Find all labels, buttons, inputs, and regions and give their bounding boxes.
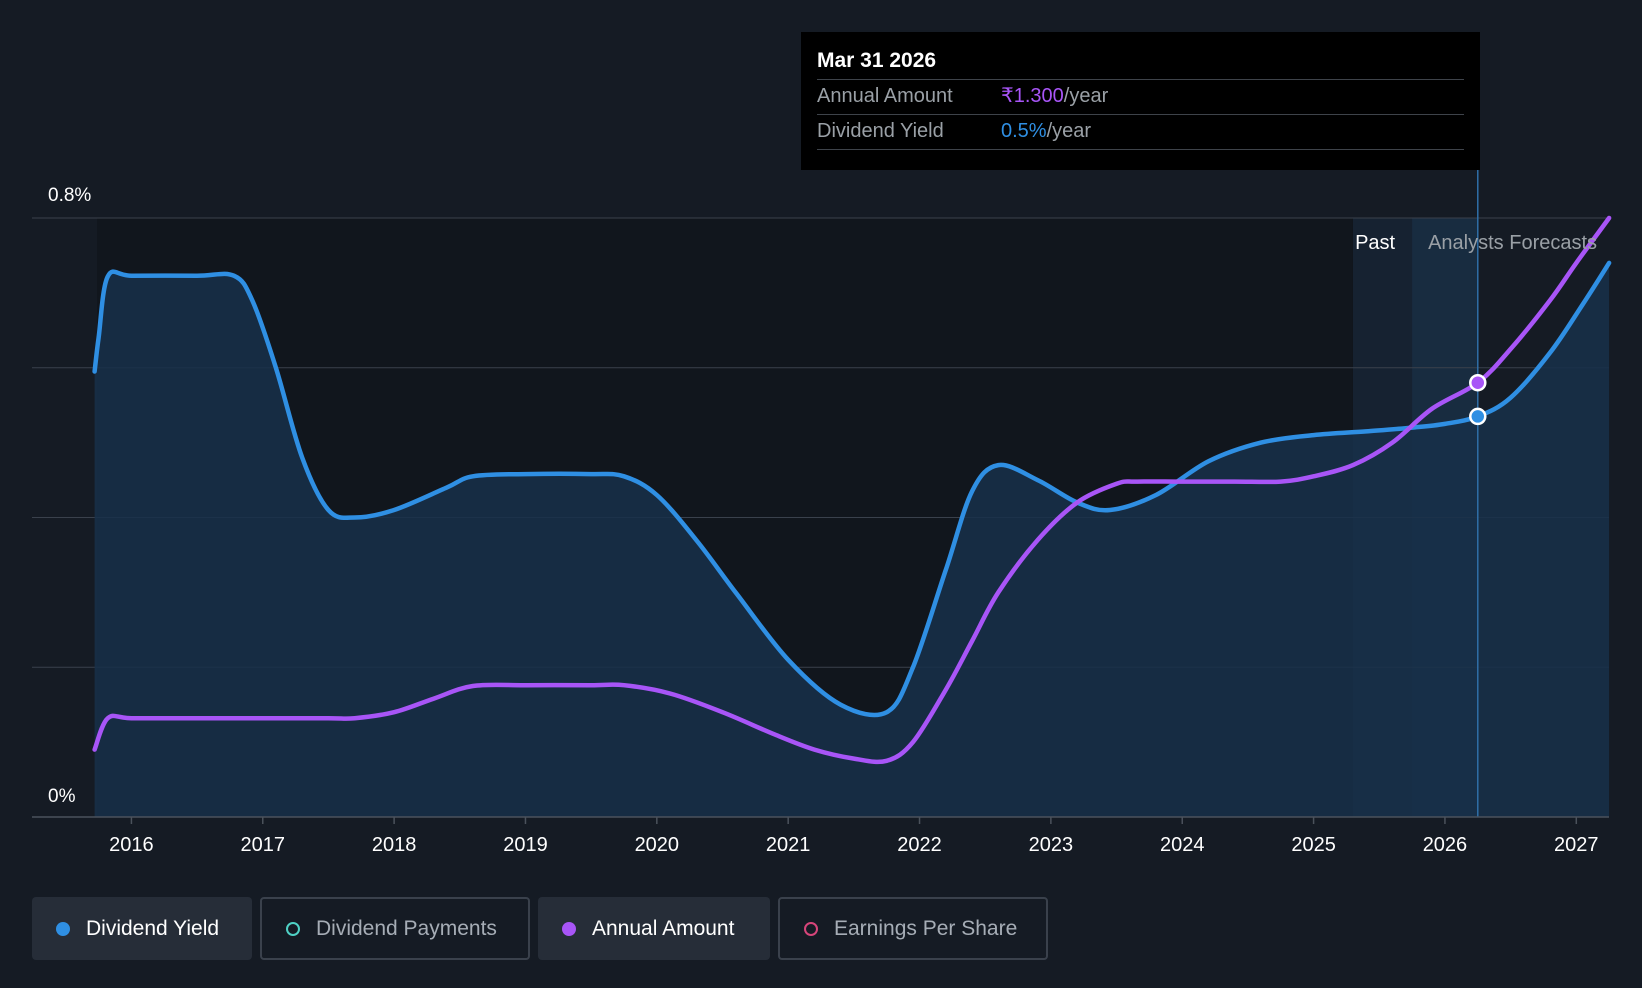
x-tick-label: 2018 <box>372 834 417 856</box>
tooltip-annual-row: Annual Amount ₹1.300 /year <box>817 80 1464 115</box>
legend-label: Annual Amount <box>592 916 735 940</box>
tooltip-annual-value: ₹1.300 <box>1001 85 1064 107</box>
x-tick-label: 2019 <box>503 834 548 856</box>
label-layer: 0% 0.8% Past Analysts Forecasts <box>48 185 1597 807</box>
x-tick-label: 2023 <box>1029 834 1074 856</box>
highlight-point <box>1469 373 1487 392</box>
series-area <box>94 262 1610 817</box>
x-tick-label: 2017 <box>241 834 286 856</box>
series-layer <box>92 170 1612 817</box>
highlight-point <box>1469 407 1487 426</box>
y-tick-label: 0% <box>48 786 76 807</box>
tooltip-yield-label: Dividend Yield <box>817 120 944 142</box>
annual-amount-dot-icon <box>562 921 576 936</box>
legend-label: Dividend Yield <box>86 916 220 940</box>
dividend-yield-dot-icon <box>56 921 70 936</box>
x-tick-label: 2026 <box>1423 834 1468 856</box>
legend-label: Dividend Payments <box>316 916 497 940</box>
earnings-per-share-ring-icon <box>804 921 818 936</box>
series-line <box>92 215 1612 765</box>
x-tick-label: 2016 <box>109 834 154 856</box>
x-tick-label: 2020 <box>635 834 680 856</box>
tooltip-annual-unit: /year <box>1063 85 1109 107</box>
forecast-label: Analysts Forecasts <box>1428 232 1597 254</box>
y-tick-label: 0.8% <box>48 185 91 206</box>
series-line <box>92 260 1612 718</box>
legend-dividend-yield[interactable]: Dividend Yield <box>32 897 252 960</box>
tooltip-panel: Mar 31 2026 Annual Amount ₹1.300 /year D… <box>801 32 1480 170</box>
past-label: Past <box>1355 232 1395 254</box>
tooltip-annual-label: Annual Amount <box>817 85 953 107</box>
legend-dividend-payments[interactable]: Dividend Payments <box>260 897 530 960</box>
x-tick-label: 2024 <box>1160 834 1205 856</box>
legend-earnings-per-share[interactable]: Earnings Per Share <box>778 897 1048 960</box>
x-tick-label: 2027 <box>1554 834 1599 856</box>
tooltip-yield-row: Dividend Yield 0.5% /year <box>817 115 1464 150</box>
legend-label: Earnings Per Share <box>834 916 1018 940</box>
axis-layer: 2016 2017 2018 2019 2020 2021 2022 2023 2024 2025… <box>32 816 1609 856</box>
x-tick-label: 2025 <box>1291 834 1336 856</box>
x-tick-label: 2022 <box>897 834 942 856</box>
tooltip-date: Mar 31 2026 <box>817 46 1464 80</box>
dividend-payments-ring-icon <box>286 921 300 936</box>
x-tick-label: 2021 <box>766 834 811 856</box>
legend-annual-amount[interactable]: Annual Amount <box>538 897 770 960</box>
tooltip-yield-value: 0.5% <box>1001 120 1047 142</box>
tooltip-yield-unit: /year <box>1046 120 1092 142</box>
